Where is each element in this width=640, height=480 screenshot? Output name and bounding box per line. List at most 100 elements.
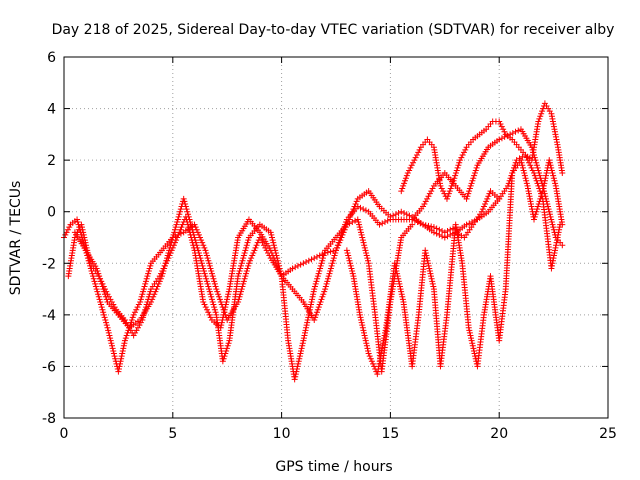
data-point-marker: [265, 249, 271, 256]
data-point-marker: [359, 234, 366, 241]
data-point-marker: [101, 314, 108, 321]
data-point-marker: [150, 293, 157, 300]
data-point-marker: [184, 219, 191, 226]
data-point-marker: [165, 249, 172, 256]
data-point-marker: [305, 257, 312, 264]
data-point-marker: [319, 257, 326, 264]
data-point-marker: [529, 146, 536, 153]
data-point-marker: [444, 228, 451, 235]
data-point-marker: [318, 260, 325, 267]
data-point-marker: [364, 255, 371, 262]
data-point-marker: [267, 229, 274, 236]
data-point-marker: [534, 180, 541, 187]
data-point-marker: [359, 237, 366, 244]
data-point-marker: [429, 185, 436, 192]
data-point-marker: [430, 224, 437, 231]
data-point-marker: [510, 167, 517, 174]
data-point-marker: [311, 283, 318, 290]
data-point-marker: [193, 226, 200, 233]
data-point-marker: [421, 200, 428, 207]
data-point-marker: [365, 257, 371, 264]
data-point-marker: [269, 234, 275, 241]
data-point-marker: [330, 257, 337, 264]
data-point-marker: [299, 342, 306, 349]
data-point-marker: [99, 283, 106, 290]
data-point-marker: [214, 288, 221, 295]
data-point-marker: [387, 213, 394, 220]
data-point-marker: [137, 319, 144, 326]
data-point-marker: [356, 221, 363, 228]
data-point-marker: [412, 154, 419, 161]
data-point-marker: [130, 311, 137, 318]
data-point-marker: [458, 154, 465, 161]
data-point-marker: [298, 345, 305, 352]
data-point-marker: [319, 255, 326, 262]
data-point-marker: [100, 309, 107, 316]
data-point-marker: [263, 247, 270, 254]
data-point-marker: [296, 353, 303, 360]
data-point-marker: [339, 231, 346, 238]
data-point-marker: [90, 273, 97, 280]
data-point-marker: [548, 110, 555, 117]
data-point-marker: [523, 180, 530, 187]
data-point-marker: [427, 270, 434, 277]
data-point-marker: [528, 203, 535, 210]
data-point-marker: [519, 162, 526, 169]
data-point-marker: [358, 231, 365, 238]
data-point-marker: [510, 164, 517, 171]
data-point-marker: [439, 228, 446, 235]
data-point-marker: [463, 195, 470, 202]
data-point-marker: [132, 329, 139, 336]
data-point-marker: [456, 159, 463, 166]
data-point-marker: [400, 182, 407, 189]
data-point-marker: [240, 278, 247, 285]
data-point-marker: [103, 319, 110, 326]
data-point-marker: [92, 283, 99, 290]
data-point-marker: [110, 347, 117, 354]
data-point-marker: [312, 314, 319, 321]
data-point-marker: [145, 268, 152, 275]
data-point-marker: [553, 136, 560, 143]
data-point-marker: [250, 249, 257, 256]
data-point-marker: [425, 193, 432, 200]
data-point-marker: [384, 217, 391, 224]
data-point-marker: [146, 265, 153, 272]
data-point-marker: [118, 355, 125, 362]
data-point-marker: [143, 275, 150, 282]
data-point-marker: [105, 327, 112, 334]
data-point-marker: [216, 296, 223, 303]
data-point-marker: [103, 322, 110, 329]
data-point-marker: [241, 249, 248, 256]
data-point-marker: [322, 286, 329, 293]
y-tick-label: -8: [42, 411, 56, 427]
data-point-marker: [409, 221, 416, 228]
data-point-marker: [532, 157, 539, 164]
data-point-marker: [547, 213, 554, 220]
data-point-marker: [309, 293, 316, 300]
data-point-marker: [178, 224, 185, 231]
data-point-marker: [310, 291, 317, 298]
data-point-marker: [468, 180, 475, 187]
data-point-marker: [187, 231, 194, 238]
data-point-marker: [445, 190, 452, 197]
data-point-marker: [457, 157, 464, 164]
data-point-marker: [269, 237, 276, 244]
data-point-marker: [317, 298, 324, 305]
data-point-marker: [550, 255, 557, 262]
data-point-marker: [218, 301, 225, 308]
data-point-marker: [327, 248, 334, 255]
data-point-marker: [429, 278, 436, 285]
data-point-marker: [120, 342, 127, 349]
data-point-marker: [324, 278, 331, 285]
data-point-marker: [96, 296, 103, 303]
data-point-marker: [523, 154, 530, 161]
data-point-marker: [350, 206, 357, 213]
data-point-marker: [217, 324, 224, 331]
data-point-marker: [550, 224, 557, 231]
y-tick-label: -2: [42, 256, 56, 272]
data-point-marker: [189, 239, 196, 246]
data-point-marker: [369, 360, 376, 367]
data-point-marker: [141, 283, 148, 290]
data-point-marker: [358, 319, 365, 326]
data-point-marker: [211, 278, 218, 285]
